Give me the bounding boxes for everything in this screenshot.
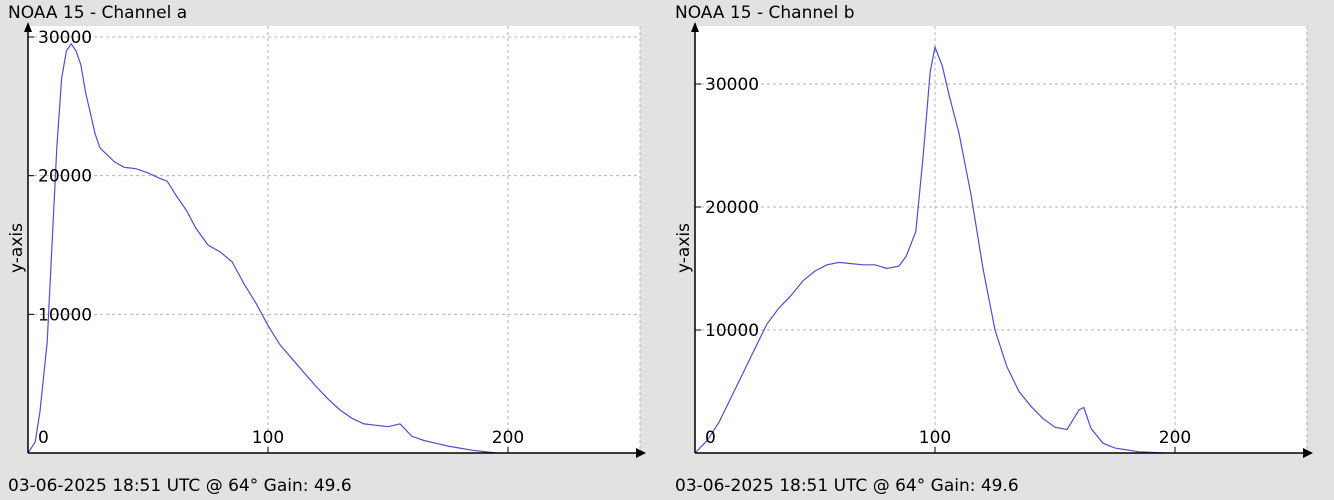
- x-axis-arrow: [636, 448, 646, 458]
- y-tick-label: 10000: [705, 321, 759, 341]
- y-axis-label: y-axis: [674, 223, 694, 273]
- series-line: [694, 44, 1164, 454]
- chart-plot-channel-b: 0 100 200 10000 20000 30000 y-axis: [674, 22, 1313, 458]
- x-tick-label: 100: [919, 428, 951, 448]
- y-axis-arrow: [24, 22, 32, 32]
- series-line: [27, 42, 497, 454]
- chart-title: NOAA 15 - Channel b: [675, 3, 855, 23]
- y-tick-label: 20000: [38, 167, 92, 187]
- y-tick-label: 30000: [705, 75, 759, 95]
- x-tick-label: 0: [705, 428, 716, 448]
- y-tick-label: 10000: [38, 305, 92, 325]
- plot-area: [695, 26, 1307, 453]
- chart-footer: 03-06-2025 18:51 UTC @ 64° Gain: 49.6: [8, 476, 352, 496]
- plot-area: [28, 26, 640, 453]
- chart-footer: 03-06-2025 18:51 UTC @ 64° Gain: 49.6: [675, 476, 1019, 496]
- x-tick-label: 0: [38, 428, 49, 448]
- chart-panel-channel-a: NOAA 15 - Channel a 0 100 200 10000 20000 300…: [7, 3, 646, 496]
- y-tick-label: 30000: [38, 28, 92, 48]
- chart-panel-channel-b: NOAA 15 - Channel b 0 100 200 10000 20000 300…: [667, 0, 1334, 500]
- chart-plot-channel-a: 0 100 200 10000 20000 30000 y-axis: [7, 22, 646, 458]
- x-tick-label: 200: [492, 428, 524, 448]
- y-tick-label: 20000: [705, 198, 759, 218]
- y-axis-arrow: [691, 22, 699, 32]
- y-axis-label: y-axis: [7, 223, 27, 273]
- chart-title: NOAA 15 - Channel a: [8, 3, 188, 23]
- x-axis-arrow: [1303, 448, 1313, 458]
- x-tick-label: 200: [1159, 428, 1191, 448]
- x-tick-label: 100: [252, 428, 284, 448]
